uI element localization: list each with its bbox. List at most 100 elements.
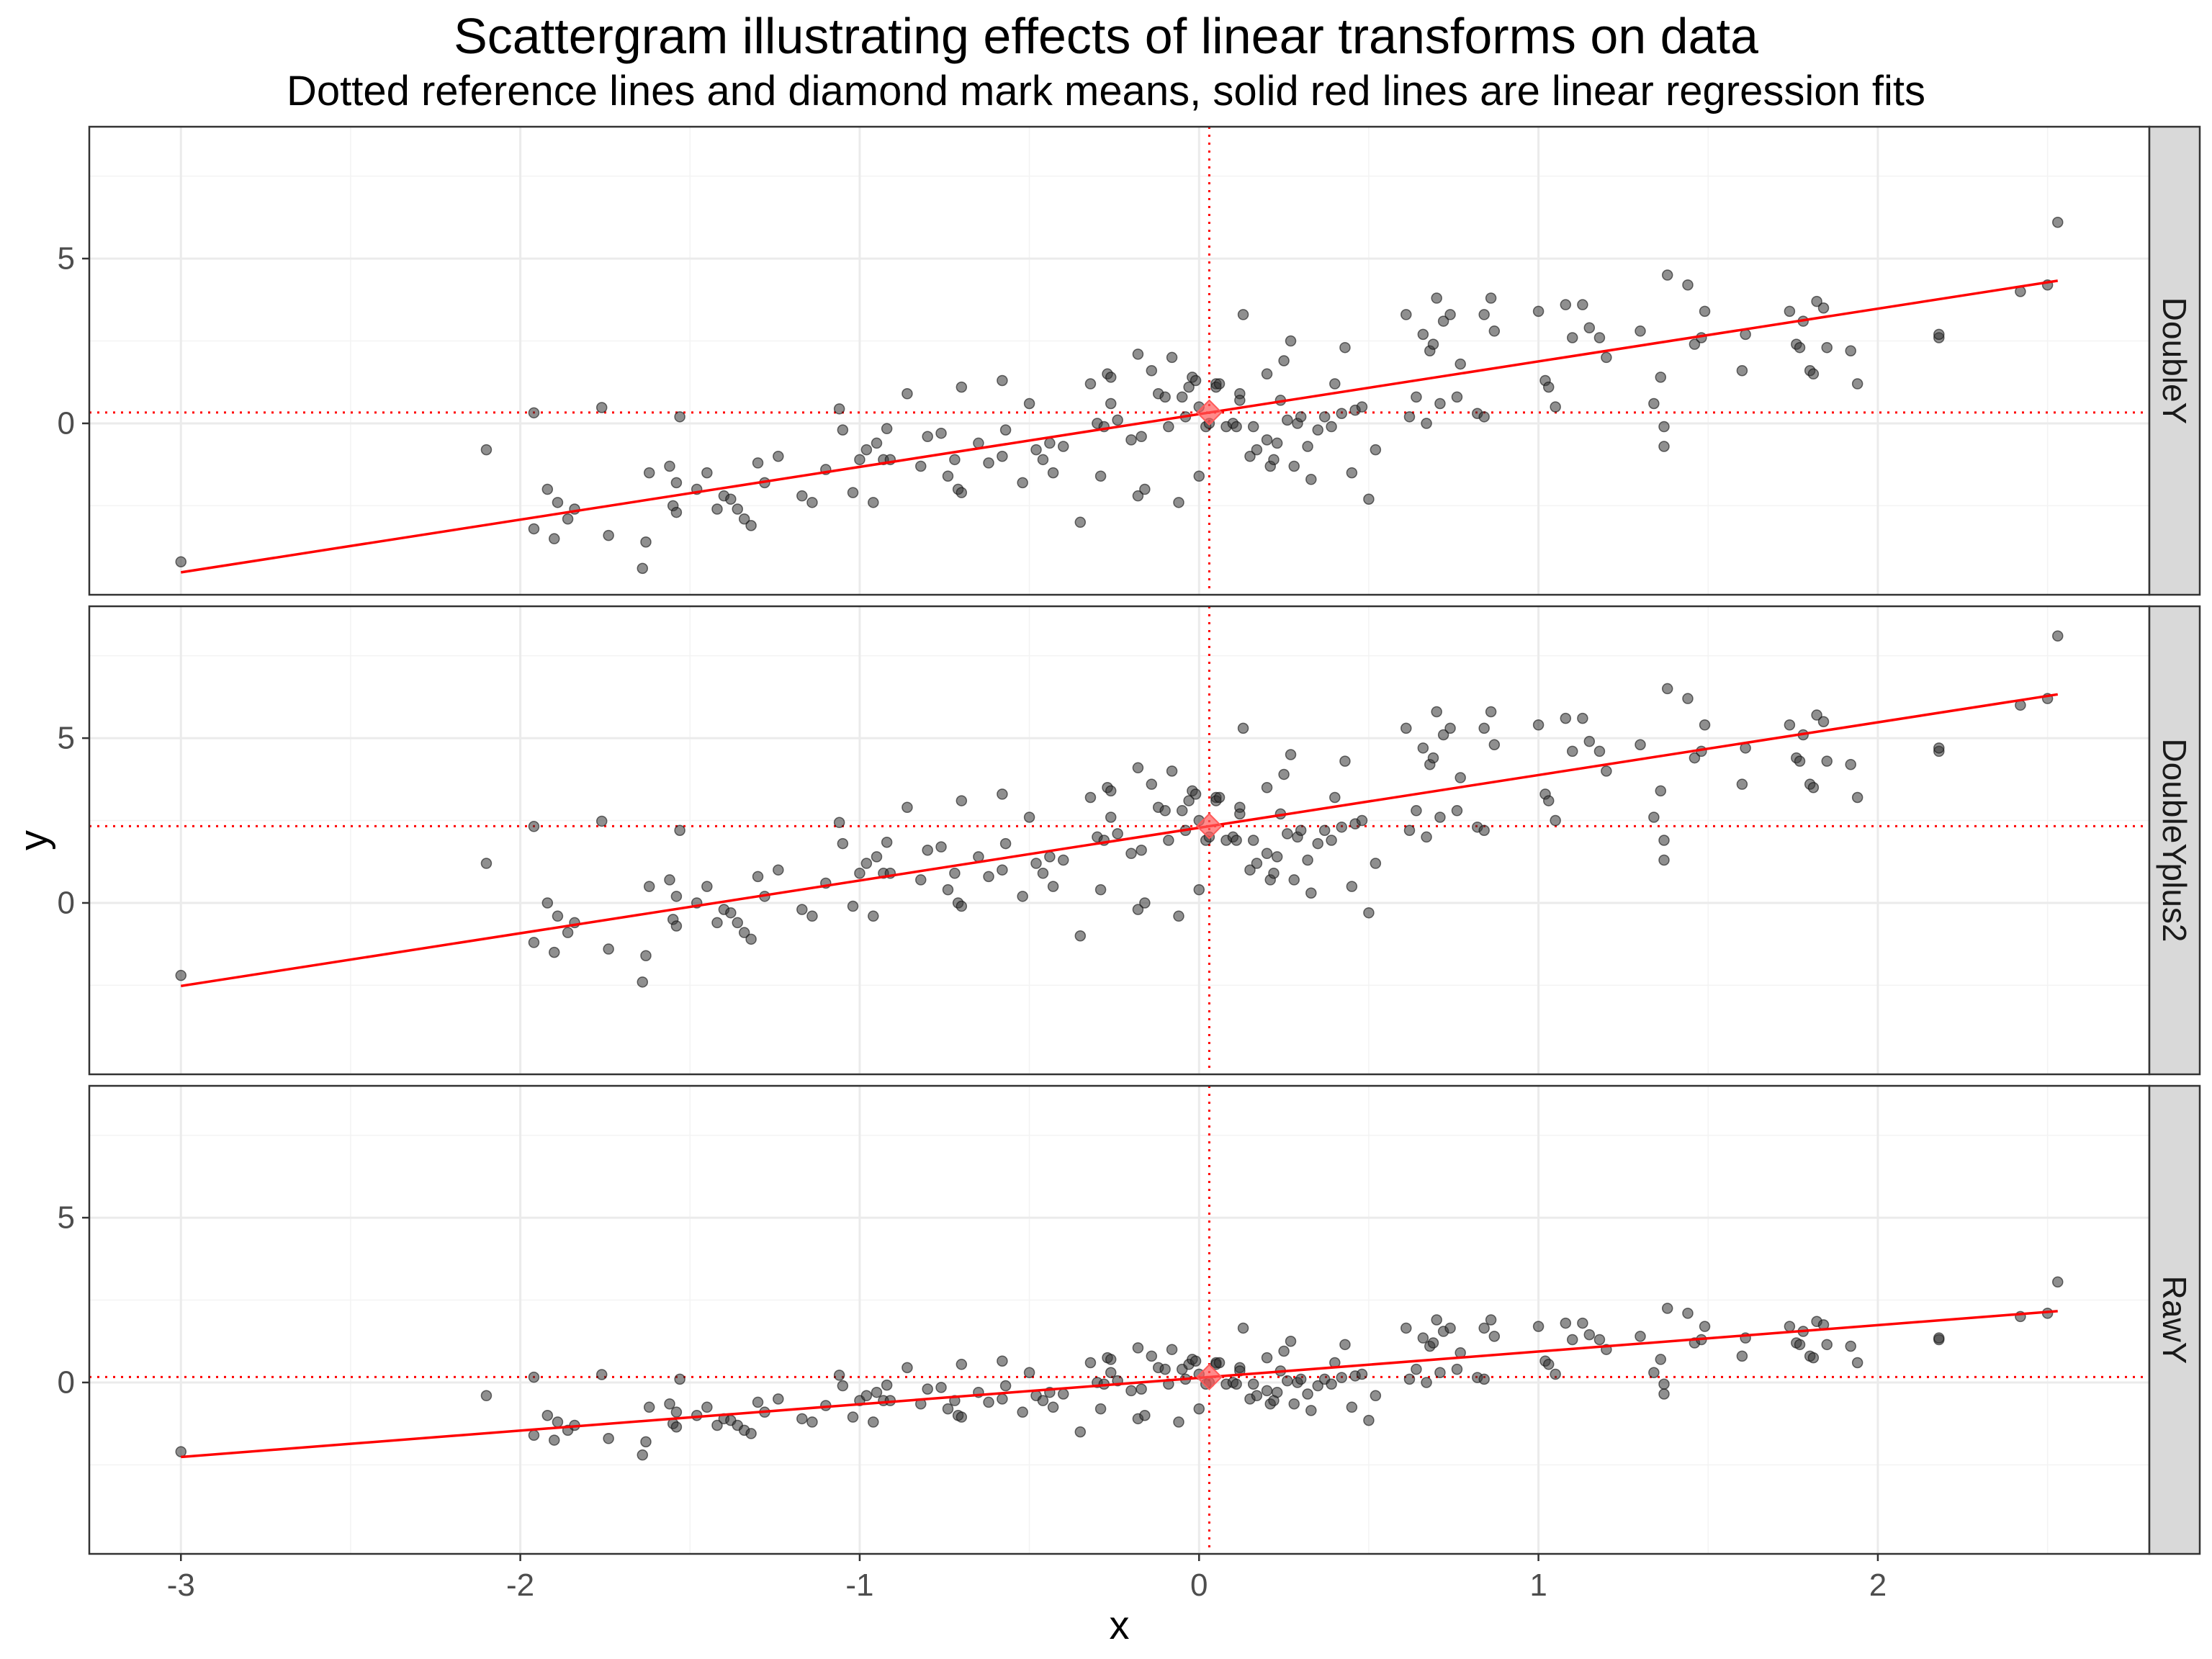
data-point [956,795,968,806]
data-point [854,868,866,879]
data-point [670,1421,683,1433]
data-point [1346,1401,1358,1413]
data-point [1166,1344,1178,1355]
data-point [1339,1339,1351,1351]
data-point [1455,358,1466,370]
y-tick-label: 5 [58,721,75,756]
data-point [1542,795,1555,806]
data-point [1288,460,1300,472]
data-point [1845,345,1856,357]
data-point [1047,467,1059,479]
data-point [1030,444,1042,456]
data-point [837,1380,849,1392]
data-point [1807,782,1820,793]
data-point [752,1396,764,1408]
data-point [745,1428,757,1439]
data-point [1478,309,1490,320]
facet-strip-label: DoubleYplus2 [2156,738,2193,942]
data-point [1427,1337,1439,1349]
data-point [1132,904,1144,915]
data-point [915,460,927,472]
data-point [1370,1390,1382,1402]
data-point [1431,1314,1442,1326]
data-point [1295,824,1307,837]
data-point [881,423,893,435]
data-point [1312,1380,1323,1392]
data-point [1411,1363,1422,1375]
data-point [1312,837,1323,850]
data-point [643,467,655,479]
data-point [956,1359,968,1370]
data-point [603,1433,614,1444]
data-point [1356,1368,1368,1380]
data-point [1560,299,1572,310]
data-point [1318,824,1331,837]
data-point [1237,722,1249,734]
data-point [674,824,685,837]
data-point [1346,467,1358,479]
data-point [922,844,933,856]
data-point [738,513,750,525]
x-tick-label: 1 [1529,1568,1547,1603]
data-point [562,513,574,525]
data-point [552,497,564,508]
y-tick-label: 0 [58,885,75,920]
data-point [1403,411,1416,423]
x-tick-label: 2 [1869,1568,1887,1603]
data-point [1370,858,1382,869]
data-point [637,562,649,575]
data-point [1302,854,1313,866]
data-point [1247,835,1259,846]
data-point [1363,1414,1375,1426]
data-point [1655,1354,1667,1365]
y-tick-label: 5 [58,1200,75,1236]
data-point [1689,752,1701,764]
data-point [1247,1378,1259,1390]
mean-diamond-marker [1195,1364,1223,1390]
data-point [1339,341,1351,354]
data-point [548,946,560,958]
data-point [732,503,743,515]
data-point [1251,1390,1263,1402]
data-point [1261,1385,1273,1397]
data-point [833,817,845,829]
data-point [1125,434,1137,446]
data-point [528,1371,540,1383]
data-point [1190,374,1202,387]
data-point [847,900,859,912]
data-point [942,1403,954,1415]
data-point [732,917,743,929]
data-point [860,858,873,869]
data-point [1437,729,1449,741]
data-point [1231,1378,1242,1390]
data-point [1023,1367,1035,1378]
data-point [1057,441,1069,452]
data-point [1285,1336,1297,1347]
data-point [637,1449,649,1461]
data-point [1411,805,1422,817]
data-point [1784,719,1796,731]
data-point [1261,368,1273,380]
data-point [674,1373,685,1385]
data-point [1593,745,1606,757]
panel-background [89,127,2149,595]
data-point [1271,851,1283,863]
data-point [1933,328,1945,341]
data-point [1318,411,1331,423]
data-point [664,1398,675,1410]
mean-diamond-marker [1195,399,1223,426]
data-point [1261,848,1273,860]
data-point [1363,907,1375,919]
data-point [837,424,849,436]
data-point [1037,454,1049,466]
data-point [1295,1373,1307,1385]
data-point [1403,1373,1416,1385]
data-point [674,411,685,423]
data-point [1577,1317,1588,1329]
data-point [1648,397,1660,410]
data-point [983,871,994,883]
data-point [1427,752,1439,764]
data-point [1401,722,1412,734]
data-point [711,1419,723,1431]
data-point [796,490,808,502]
